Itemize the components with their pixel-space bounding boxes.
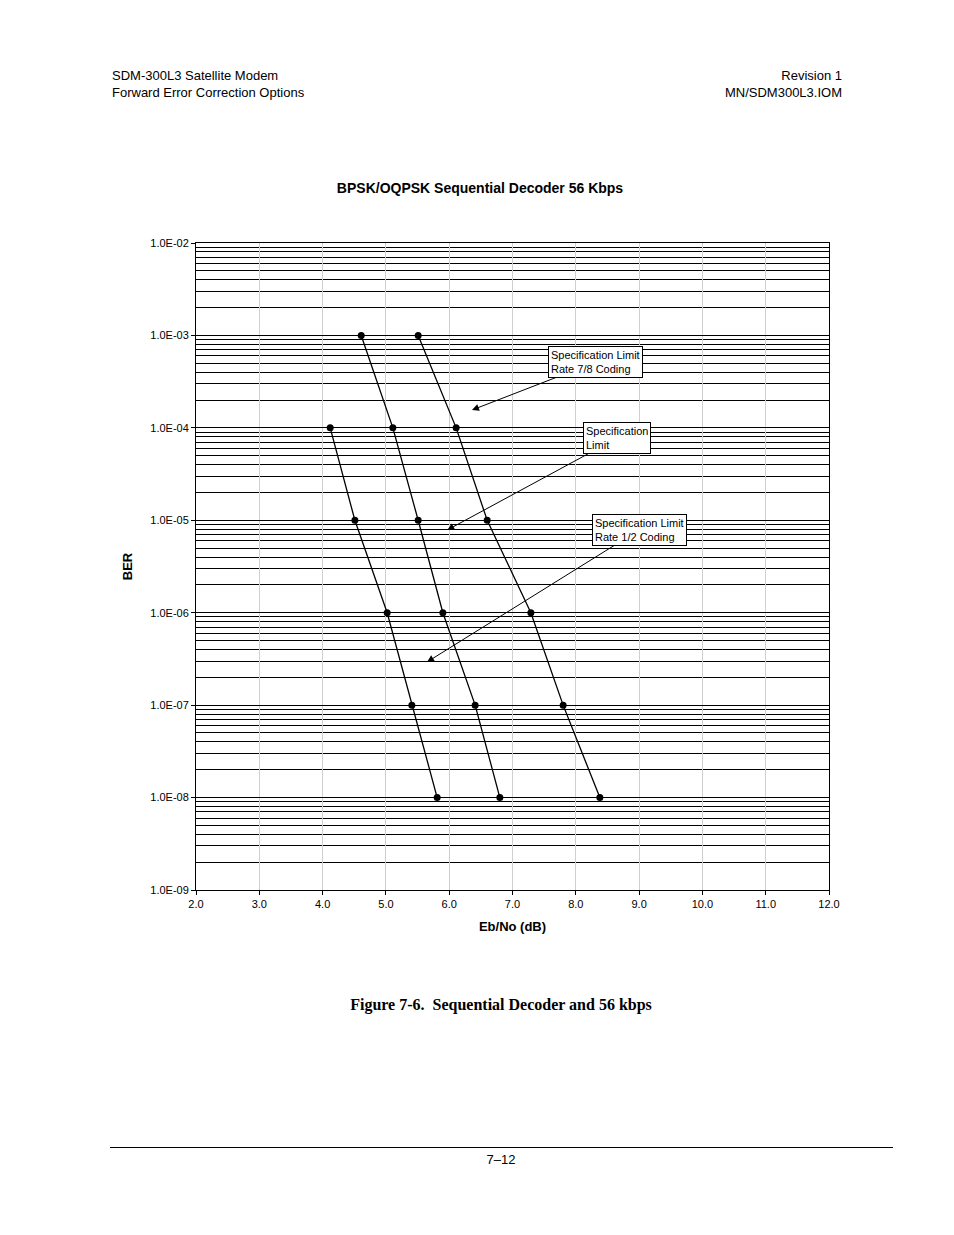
svg-text:2.0: 2.0 [188, 898, 203, 910]
svg-text:10.0: 10.0 [692, 898, 713, 910]
svg-text:1.0E-07: 1.0E-07 [150, 699, 189, 711]
svg-text:6.0: 6.0 [442, 898, 457, 910]
html-text:Revision 1: Revision 1 [781, 68, 842, 83]
svg-text:9.0: 9.0 [631, 898, 646, 910]
svg-text:1.0E-03: 1.0E-03 [150, 329, 189, 341]
svg-text:Eb/No (dB): Eb/No (dB) [479, 919, 546, 934]
svg-text:3.0: 3.0 [252, 898, 267, 910]
svg-text:Specification LimitRate 7/8 Co: Specification LimitRate 7/8 Coding [551, 349, 640, 375]
svg-text:SpecificationLimit: SpecificationLimit [586, 425, 648, 451]
svg-text:7.0: 7.0 [505, 898, 520, 910]
svg-text:8.0: 8.0 [568, 898, 583, 910]
svg-text:Specification LimitRate 1/2 Co: Specification LimitRate 1/2 Coding [595, 517, 684, 543]
html-text:Forward Error Correction Optio: Forward Error Correction Options [112, 85, 305, 100]
svg-text:11.0: 11.0 [755, 898, 776, 910]
svg-text:1.0E-06: 1.0E-06 [150, 607, 189, 619]
svg-text:BPSK/OQPSK Sequential Decoder: BPSK/OQPSK Sequential Decoder 56 Kbps [337, 180, 624, 196]
html-text:SDM-300L3 Satellite Modem: SDM-300L3 Satellite Modem [112, 68, 279, 83]
html-text:Figure 7-6. Sequential Decoder: Figure 7-6. Sequential Decoder and 56 kb… [350, 996, 652, 1013]
svg-text:12.0: 12.0 [818, 898, 839, 910]
svg-text:1.0E-09: 1.0E-09 [150, 884, 189, 896]
html-text:7–12: 7–12 [486, 1152, 516, 1167]
svg-text:BER: BER [120, 552, 135, 580]
svg-text:4.0: 4.0 [315, 898, 330, 910]
html-text:MN/SDM300L3.IOM: MN/SDM300L3.IOM [725, 85, 842, 100]
svg-text:1.0E-04: 1.0E-04 [150, 422, 189, 434]
svg-text:1.0E-02: 1.0E-02 [150, 237, 189, 249]
svg-text:1.0E-08: 1.0E-08 [150, 791, 189, 803]
svg-text:1.0E-05: 1.0E-05 [150, 514, 189, 526]
svg-text:5.0: 5.0 [378, 898, 393, 910]
